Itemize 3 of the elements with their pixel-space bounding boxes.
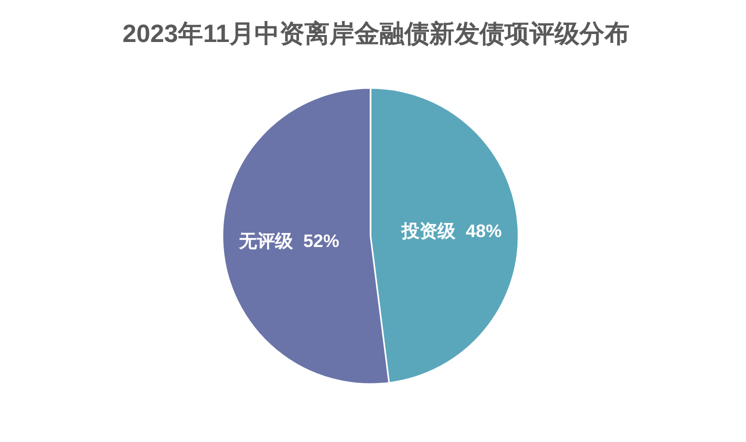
slice-label: 无评级 52% — [238, 231, 340, 252]
slice-label: 投资级 48% — [400, 220, 502, 241]
chart-title: 2023年11月中资离岸金融债新发债项评级分布 — [122, 20, 630, 48]
